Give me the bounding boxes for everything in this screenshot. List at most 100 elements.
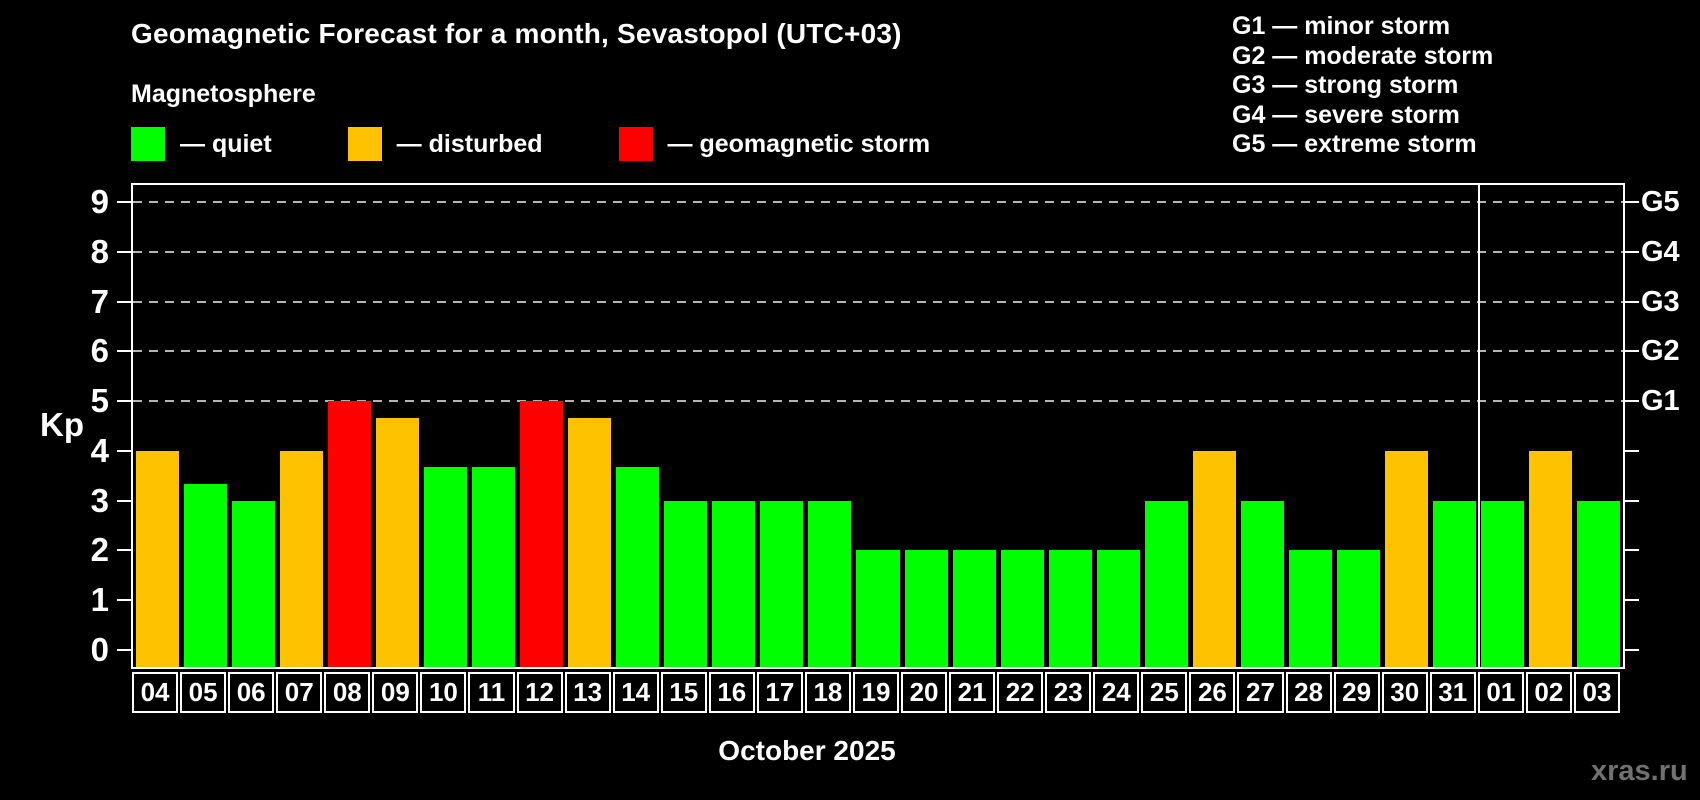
- legend-label-quiet: — quiet: [180, 129, 272, 158]
- day-label-28: 28: [1285, 672, 1332, 713]
- gridline-kp8: [133, 251, 1623, 254]
- kp-bar-31: [1433, 500, 1477, 667]
- kp-bar-30: [1385, 450, 1429, 667]
- day-label-07: 07: [276, 672, 323, 713]
- day-label-08: 08: [324, 672, 371, 713]
- plot-area: 0 1 2 3 4 5 6 7 8 9 G1 G2 G3 G4 G5: [91, 183, 1680, 669]
- gridline-kp9: [133, 201, 1623, 204]
- day-label-19: 19: [852, 672, 900, 713]
- day-label-25: 25: [1141, 672, 1188, 713]
- day-label-05: 05: [180, 672, 227, 713]
- day-label-30: 30: [1381, 672, 1428, 713]
- day-label-06: 06: [228, 672, 275, 713]
- storm-scale-legend: G1 — minor storm G2 — moderate storm G3 — …: [1232, 12, 1493, 160]
- y-axis-label-6: 6: [90, 332, 109, 370]
- day-label-21: 21: [949, 672, 996, 713]
- y-axis-label-4: 4: [90, 431, 109, 469]
- gridline-kp5: [133, 400, 1623, 403]
- g-level-label-G2: G2: [1641, 335, 1680, 368]
- y-axis-tick-right-9: [1625, 201, 1639, 204]
- y-axis-tick-left-1: [117, 598, 131, 601]
- y-axis-tick-right-1: [1625, 598, 1639, 601]
- y-axis-label-8: 8: [90, 233, 109, 271]
- month-separator-line: [1477, 185, 1480, 667]
- day-label-29: 29: [1333, 672, 1380, 713]
- kp-bar-14: [616, 467, 660, 667]
- y-axis-title: Kp: [40, 406, 84, 443]
- day-label-16: 16: [708, 672, 755, 713]
- day-label-02: 02: [1525, 672, 1572, 713]
- kp-bar-25: [1144, 500, 1188, 667]
- y-axis-tick-left-2: [117, 549, 131, 552]
- day-label-10: 10: [420, 672, 467, 713]
- legend-item-quiet: — quiet: [131, 127, 272, 161]
- y-axis-tick-right-3: [1625, 499, 1639, 502]
- y-axis-tick-right-8: [1625, 251, 1639, 254]
- kp-bar-27: [1240, 500, 1285, 667]
- g-level-label-G1: G1: [1641, 385, 1680, 418]
- y-axis-tick-left-7: [117, 300, 131, 303]
- day-label-03: 03: [1573, 672, 1620, 713]
- y-axis-tick-right-4: [1625, 449, 1639, 452]
- chart-title: Geomagnetic Forecast for a month, Sevast…: [131, 18, 902, 49]
- y-axis-label-1: 1: [90, 580, 109, 618]
- day-label-09: 09: [372, 672, 419, 713]
- kp-bar-03: [1577, 500, 1621, 667]
- y-axis-tick-right-6: [1625, 350, 1639, 353]
- legend-item-storm: — geomagnetic storm: [618, 127, 931, 161]
- y-axis-label-3: 3: [90, 481, 109, 519]
- kp-bar-01: [1481, 500, 1525, 667]
- kp-bar-12: [520, 401, 564, 667]
- y-axis-tick-right-0: [1625, 648, 1639, 651]
- storm-scale-G5: G5 — extreme storm: [1232, 130, 1477, 158]
- kp-bar-08: [327, 401, 371, 667]
- day-label-18: 18: [804, 672, 851, 713]
- x-axis-title: October 2025: [718, 735, 896, 766]
- day-label-12: 12: [516, 672, 563, 713]
- kp-bar-20: [904, 550, 948, 667]
- y-axis-label-5: 5: [90, 382, 109, 420]
- legend-label-storm: — geomagnetic storm: [667, 129, 931, 158]
- kp-bar-05: [183, 484, 227, 667]
- day-label-14: 14: [612, 672, 659, 713]
- kp-bar-11: [471, 467, 515, 667]
- day-label-11: 11: [468, 672, 515, 713]
- kp-bar-04: [135, 450, 179, 667]
- storm-scale-G1: G1 — minor storm: [1232, 12, 1451, 40]
- g-level-label-G5: G5: [1641, 186, 1680, 219]
- y-axis-label-7: 7: [90, 282, 109, 320]
- day-label-15: 15: [660, 672, 707, 713]
- kp-bar-19: [856, 550, 900, 667]
- kp-bar-17: [760, 500, 804, 667]
- kp-bar-09: [375, 417, 419, 667]
- storm-scale-G3: G3 — strong storm: [1232, 71, 1459, 99]
- legend-swatch-storm: [618, 127, 653, 161]
- kp-bar-26: [1192, 450, 1236, 667]
- day-label-22: 22: [997, 672, 1044, 713]
- y-axis-tick-left-0: [117, 648, 131, 651]
- y-axis-tick-right-5: [1625, 400, 1639, 403]
- kp-bar-16: [712, 500, 756, 667]
- legend-swatch-disturbed: [347, 127, 382, 161]
- kp-bar-24: [1096, 550, 1140, 667]
- y-axis-tick-left-8: [117, 251, 131, 254]
- y-axis-label-2: 2: [90, 531, 109, 569]
- y-axis-tick-left-3: [117, 499, 131, 502]
- day-label-31: 31: [1429, 672, 1476, 713]
- day-label-23: 23: [1045, 672, 1092, 713]
- y-axis-tick-right-2: [1625, 549, 1639, 552]
- kp-bar-28: [1289, 550, 1333, 667]
- day-label-13: 13: [564, 672, 611, 713]
- day-label-26: 26: [1189, 672, 1236, 713]
- kp-bar-23: [1048, 550, 1092, 667]
- day-label-20: 20: [901, 672, 948, 713]
- y-axis-tick-left-4: [117, 449, 131, 452]
- kp-bar-29: [1337, 550, 1381, 667]
- day-label-27: 27: [1237, 672, 1284, 713]
- day-label-17: 17: [756, 672, 803, 713]
- kp-bar-22: [1000, 550, 1044, 667]
- kp-bar-07: [279, 450, 323, 667]
- gridline-kp7: [133, 300, 1623, 303]
- day-label-04: 04: [132, 672, 179, 713]
